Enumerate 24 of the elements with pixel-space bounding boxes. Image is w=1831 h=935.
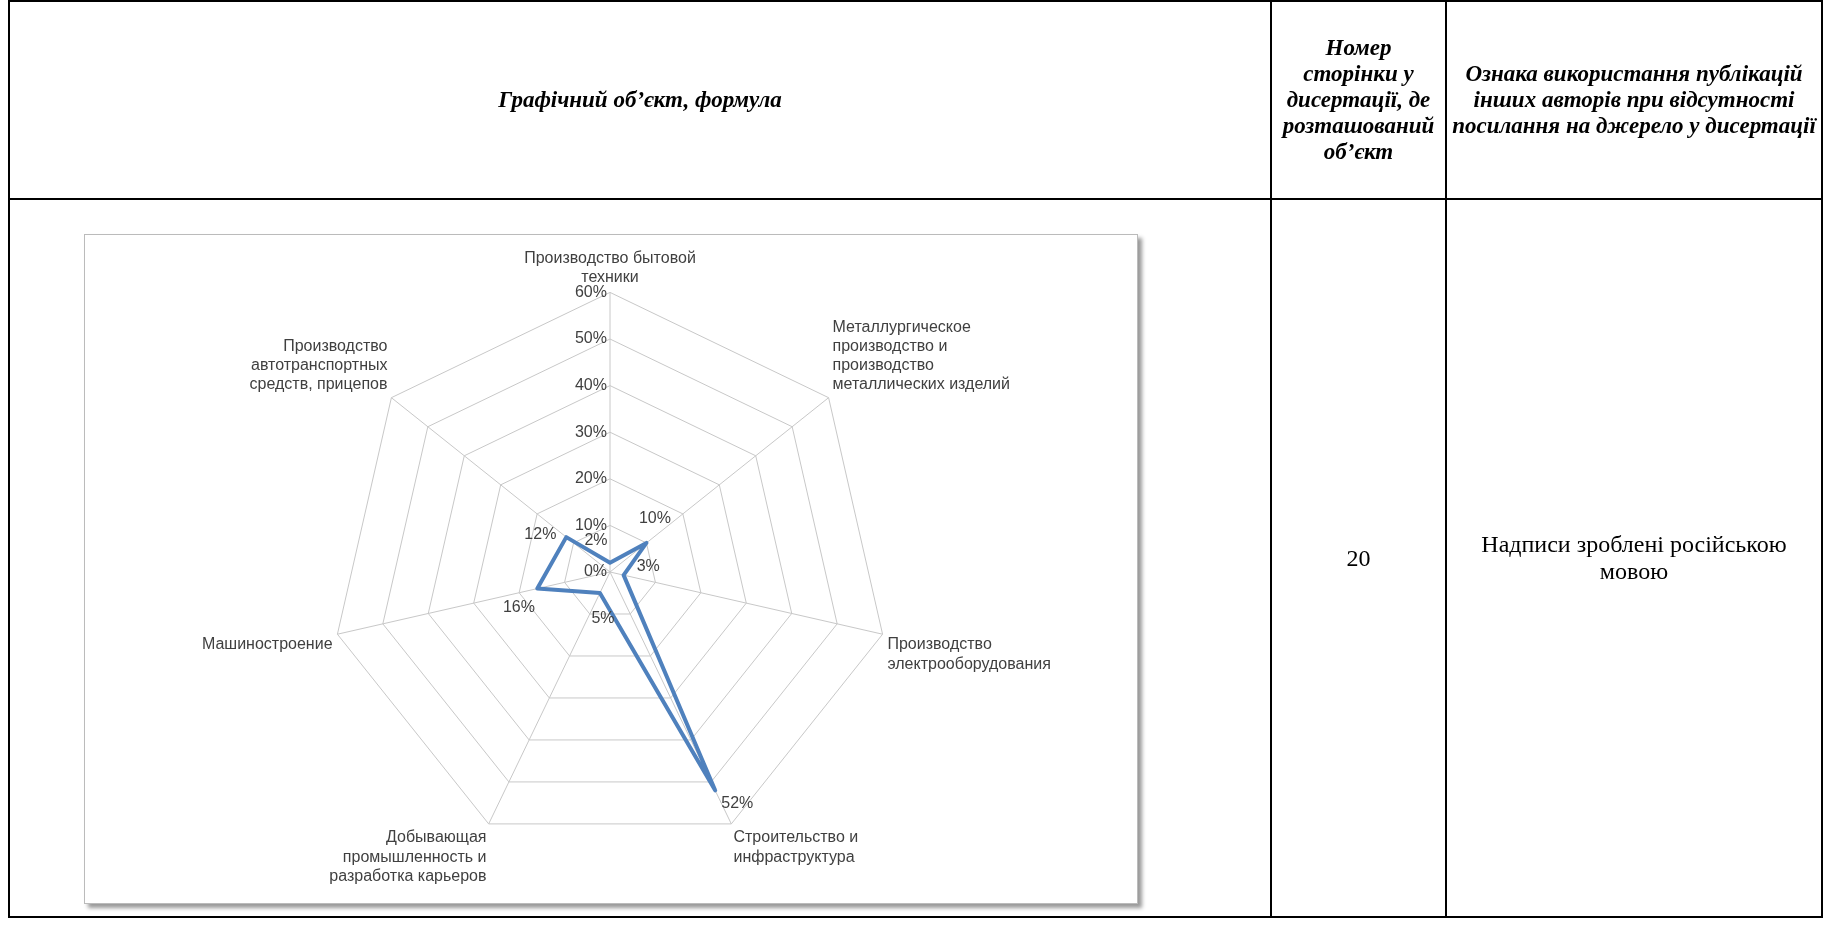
spoke-label: Добывающая промышленность и разработка карьеров [329, 828, 487, 884]
spoke-label: Производство автотранспортных средств, прицепов [249, 336, 388, 393]
y-tick-label: 20% [574, 469, 607, 487]
text: 20 [1272, 200, 1447, 916]
text: Номер сторінки у дисертації, де розташований об’єкт [1272, 2, 1447, 200]
spoke-label: Производство электрооборудования [887, 635, 1051, 672]
data-label: 2% [584, 531, 608, 549]
text: Графічний об’єкт, формула [10, 2, 1272, 200]
y-tick-label: 0% [583, 562, 607, 580]
data-label: 52% [721, 794, 754, 812]
y-tick-label: 50% [574, 329, 607, 347]
data-label: 16% [502, 597, 535, 615]
data-label: 3% [636, 556, 660, 574]
y-tick-label: 30% [574, 422, 607, 440]
spoke-label: Металлургическое производство и производство металлических изделий [832, 317, 1010, 393]
text: Ознака використання публікацій інших авторів при відсутності посилання на джерело у дисертації [1447, 2, 1823, 200]
y-tick-label: 10% [574, 515, 607, 533]
data-label: 12% [524, 524, 557, 542]
y-tick-label: 40% [574, 376, 607, 394]
data-label: 10% [638, 508, 671, 526]
spoke-label: Машиностроение [201, 635, 333, 653]
text: Надписи зроблені російською мовою [1447, 200, 1823, 916]
spoke-label: Строительство и инфраструктура [733, 828, 859, 865]
data-label: 5% [591, 609, 615, 627]
